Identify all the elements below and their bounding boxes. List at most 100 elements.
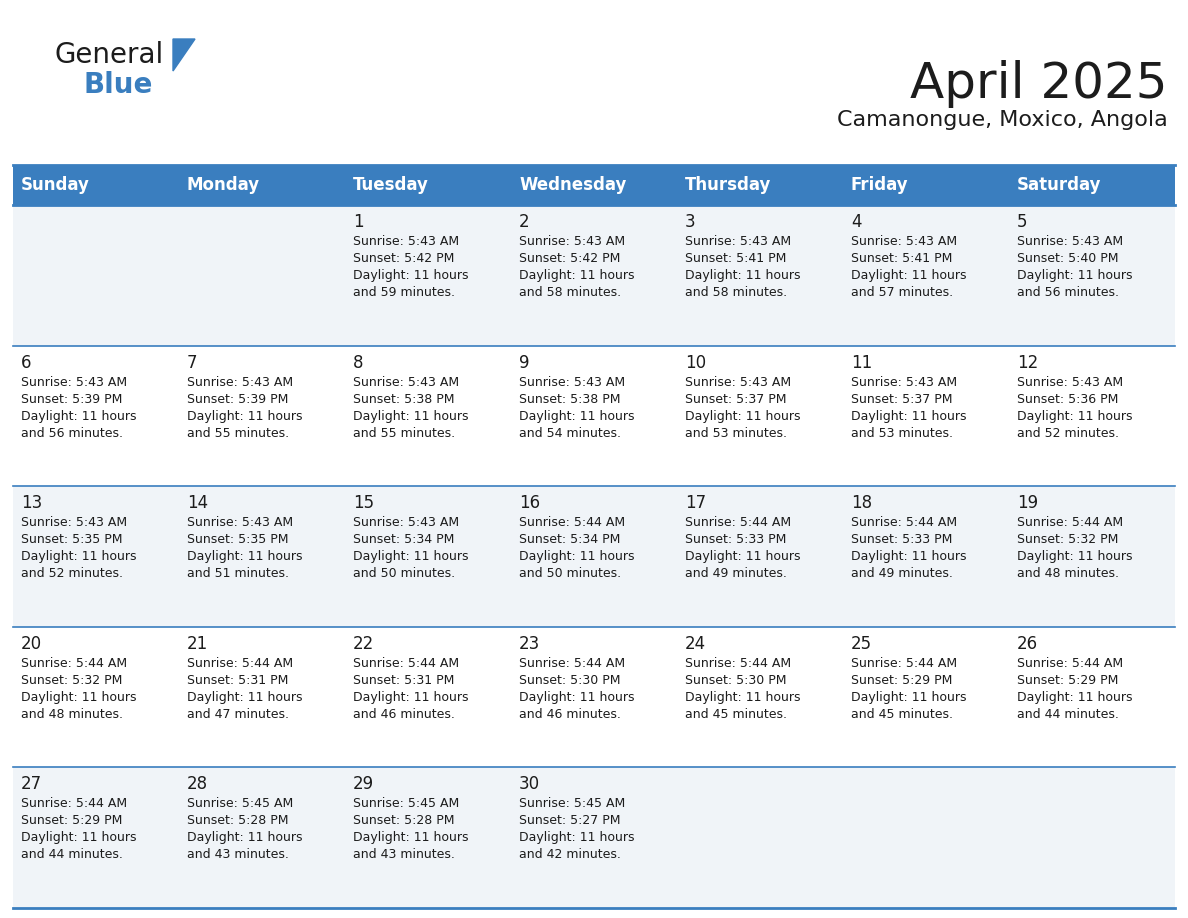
Text: Thursday: Thursday <box>685 176 771 194</box>
Text: Daylight: 11 hours: Daylight: 11 hours <box>519 550 634 564</box>
Text: 2: 2 <box>519 213 530 231</box>
Text: and 53 minutes.: and 53 minutes. <box>685 427 786 440</box>
Text: Sunset: 5:37 PM: Sunset: 5:37 PM <box>685 393 786 406</box>
Text: Daylight: 11 hours: Daylight: 11 hours <box>685 409 801 422</box>
Text: 10: 10 <box>685 353 706 372</box>
Text: and 45 minutes.: and 45 minutes. <box>851 708 953 721</box>
Bar <box>13 345 1175 487</box>
Text: Daylight: 11 hours: Daylight: 11 hours <box>187 409 303 422</box>
Text: Daylight: 11 hours: Daylight: 11 hours <box>519 832 634 845</box>
Bar <box>13 627 1175 767</box>
Text: Sunrise: 5:44 AM: Sunrise: 5:44 AM <box>851 516 958 529</box>
Text: Daylight: 11 hours: Daylight: 11 hours <box>353 832 468 845</box>
Text: and 43 minutes.: and 43 minutes. <box>353 848 455 861</box>
Text: Sunrise: 5:44 AM: Sunrise: 5:44 AM <box>21 656 127 670</box>
Text: Blue: Blue <box>83 71 152 99</box>
Text: Daylight: 11 hours: Daylight: 11 hours <box>21 550 137 564</box>
Text: Daylight: 11 hours: Daylight: 11 hours <box>851 550 967 564</box>
Polygon shape <box>173 39 195 71</box>
Text: Sunset: 5:32 PM: Sunset: 5:32 PM <box>1017 533 1118 546</box>
Text: Sunset: 5:35 PM: Sunset: 5:35 PM <box>187 533 289 546</box>
Text: Sunset: 5:41 PM: Sunset: 5:41 PM <box>685 252 786 265</box>
Text: and 46 minutes.: and 46 minutes. <box>519 708 621 721</box>
Text: and 50 minutes.: and 50 minutes. <box>353 567 455 580</box>
Text: 24: 24 <box>685 635 706 653</box>
Text: 16: 16 <box>519 494 541 512</box>
Text: April 2025: April 2025 <box>910 60 1168 108</box>
Text: Tuesday: Tuesday <box>353 176 429 194</box>
Text: Sunrise: 5:43 AM: Sunrise: 5:43 AM <box>21 375 127 388</box>
Text: Sunrise: 5:45 AM: Sunrise: 5:45 AM <box>519 798 625 811</box>
Text: Sunset: 5:32 PM: Sunset: 5:32 PM <box>21 674 122 687</box>
Text: Sunday: Sunday <box>21 176 90 194</box>
Text: Sunset: 5:33 PM: Sunset: 5:33 PM <box>851 533 953 546</box>
Text: Sunset: 5:31 PM: Sunset: 5:31 PM <box>353 674 454 687</box>
Text: and 49 minutes.: and 49 minutes. <box>685 567 786 580</box>
Text: Sunrise: 5:44 AM: Sunrise: 5:44 AM <box>519 656 625 670</box>
Text: 14: 14 <box>187 494 208 512</box>
Text: 13: 13 <box>21 494 43 512</box>
Text: Daylight: 11 hours: Daylight: 11 hours <box>353 691 468 704</box>
Text: and 48 minutes.: and 48 minutes. <box>1017 567 1119 580</box>
Text: Sunrise: 5:44 AM: Sunrise: 5:44 AM <box>685 656 791 670</box>
Bar <box>13 767 1175 908</box>
Text: Sunset: 5:38 PM: Sunset: 5:38 PM <box>353 393 455 406</box>
Text: Daylight: 11 hours: Daylight: 11 hours <box>851 409 967 422</box>
Text: Sunrise: 5:44 AM: Sunrise: 5:44 AM <box>685 516 791 529</box>
Text: Camanongue, Moxico, Angola: Camanongue, Moxico, Angola <box>838 110 1168 130</box>
Text: 3: 3 <box>685 213 696 231</box>
Text: Daylight: 11 hours: Daylight: 11 hours <box>187 832 303 845</box>
Text: 27: 27 <box>21 776 42 793</box>
Text: Sunrise: 5:43 AM: Sunrise: 5:43 AM <box>353 516 459 529</box>
Text: and 52 minutes.: and 52 minutes. <box>21 567 124 580</box>
Text: and 55 minutes.: and 55 minutes. <box>187 427 289 440</box>
Text: 17: 17 <box>685 494 706 512</box>
Text: Sunrise: 5:44 AM: Sunrise: 5:44 AM <box>353 656 459 670</box>
Text: and 47 minutes.: and 47 minutes. <box>187 708 289 721</box>
Text: 19: 19 <box>1017 494 1038 512</box>
Text: Sunrise: 5:43 AM: Sunrise: 5:43 AM <box>353 235 459 248</box>
Text: 4: 4 <box>851 213 861 231</box>
Text: Daylight: 11 hours: Daylight: 11 hours <box>685 550 801 564</box>
Text: General: General <box>55 41 164 69</box>
Text: Sunset: 5:42 PM: Sunset: 5:42 PM <box>353 252 454 265</box>
Text: Sunrise: 5:43 AM: Sunrise: 5:43 AM <box>851 375 958 388</box>
Text: 1: 1 <box>353 213 364 231</box>
Text: and 52 minutes.: and 52 minutes. <box>1017 427 1119 440</box>
Bar <box>13 487 1175 627</box>
Text: Sunset: 5:36 PM: Sunset: 5:36 PM <box>1017 393 1118 406</box>
Text: Saturday: Saturday <box>1017 176 1101 194</box>
Text: Daylight: 11 hours: Daylight: 11 hours <box>1017 269 1132 282</box>
Text: 26: 26 <box>1017 635 1038 653</box>
Text: 30: 30 <box>519 776 541 793</box>
Text: and 54 minutes.: and 54 minutes. <box>519 427 621 440</box>
Text: Daylight: 11 hours: Daylight: 11 hours <box>851 269 967 282</box>
Text: Sunset: 5:35 PM: Sunset: 5:35 PM <box>21 533 122 546</box>
Text: Sunrise: 5:44 AM: Sunrise: 5:44 AM <box>1017 656 1123 670</box>
Text: and 42 minutes.: and 42 minutes. <box>519 848 621 861</box>
Text: Sunrise: 5:43 AM: Sunrise: 5:43 AM <box>187 516 293 529</box>
Text: Sunset: 5:29 PM: Sunset: 5:29 PM <box>851 674 953 687</box>
Text: Sunrise: 5:43 AM: Sunrise: 5:43 AM <box>685 375 791 388</box>
Text: Daylight: 11 hours: Daylight: 11 hours <box>21 409 137 422</box>
Text: Daylight: 11 hours: Daylight: 11 hours <box>685 691 801 704</box>
Text: Daylight: 11 hours: Daylight: 11 hours <box>1017 691 1132 704</box>
Text: 12: 12 <box>1017 353 1038 372</box>
Text: Sunset: 5:33 PM: Sunset: 5:33 PM <box>685 533 786 546</box>
Text: 20: 20 <box>21 635 42 653</box>
Text: Sunset: 5:29 PM: Sunset: 5:29 PM <box>21 814 122 827</box>
Text: Sunset: 5:28 PM: Sunset: 5:28 PM <box>353 814 455 827</box>
Text: Daylight: 11 hours: Daylight: 11 hours <box>519 409 634 422</box>
Bar <box>13 165 1175 205</box>
Text: Sunrise: 5:43 AM: Sunrise: 5:43 AM <box>353 375 459 388</box>
Text: Sunrise: 5:45 AM: Sunrise: 5:45 AM <box>353 798 460 811</box>
Bar <box>13 205 1175 345</box>
Text: and 44 minutes.: and 44 minutes. <box>1017 708 1119 721</box>
Text: Sunset: 5:42 PM: Sunset: 5:42 PM <box>519 252 620 265</box>
Text: Sunset: 5:34 PM: Sunset: 5:34 PM <box>519 533 620 546</box>
Text: Sunset: 5:39 PM: Sunset: 5:39 PM <box>21 393 122 406</box>
Text: Sunrise: 5:44 AM: Sunrise: 5:44 AM <box>21 798 127 811</box>
Text: Daylight: 11 hours: Daylight: 11 hours <box>1017 409 1132 422</box>
Text: and 50 minutes.: and 50 minutes. <box>519 567 621 580</box>
Text: Daylight: 11 hours: Daylight: 11 hours <box>187 550 303 564</box>
